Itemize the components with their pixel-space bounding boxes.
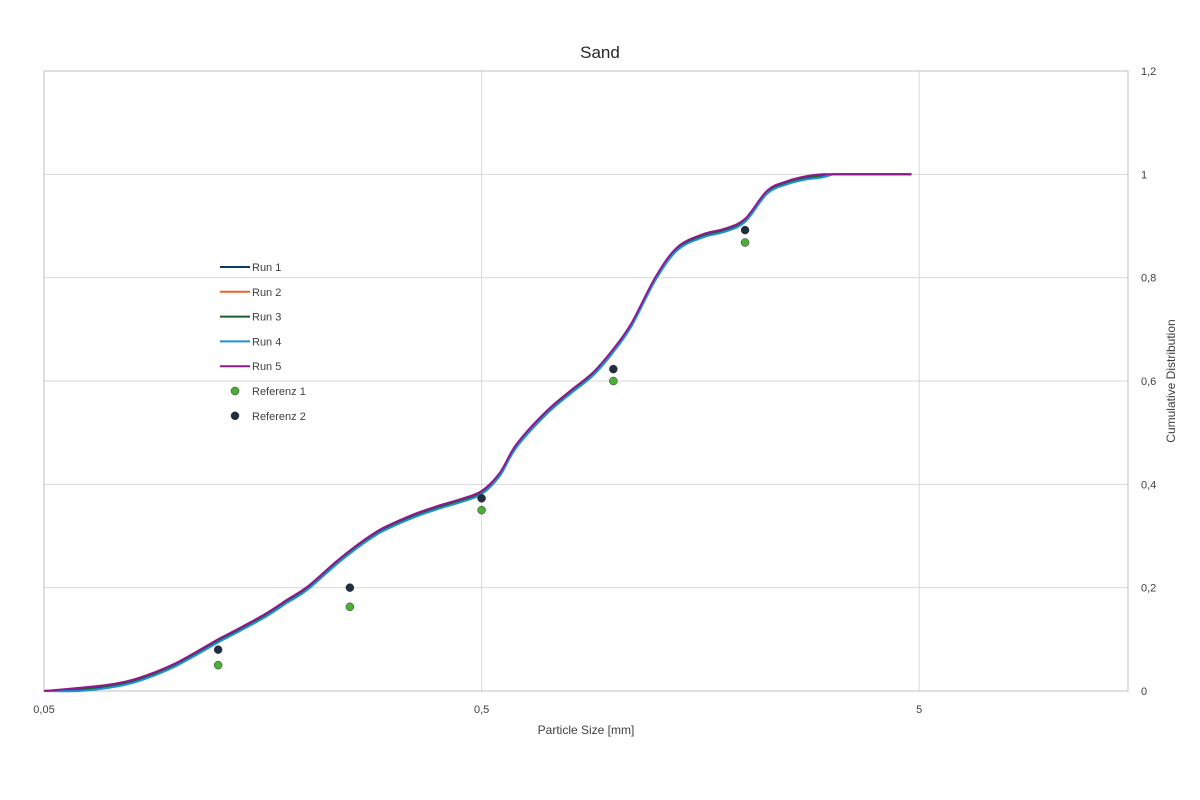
x-axis-label: Particle Size [mm] [538,723,635,737]
chart-title: Sand [580,43,620,62]
legend-item: Run 1 [220,262,281,274]
series-group [43,173,912,693]
legend-label: Run 4 [252,336,281,348]
x-tick-labels: 0,05 0,5 5 [33,704,922,716]
series-line-run-1 [43,173,912,692]
scatter-point-referenz-2 [477,494,486,503]
scatter-point-referenz-1 [345,602,355,612]
legend-label: Run 5 [252,361,281,373]
legend-item: Referenz 1 [230,386,306,398]
scatter-point-referenz-1 [213,660,223,670]
x-tick-label: 0,5 [474,704,489,716]
legend-item: Run 5 [220,361,281,373]
legend-item: Run 4 [220,336,281,348]
scatter-group [213,225,750,670]
legend-swatch-marker [230,386,240,396]
scatter-point-referenz-1 [740,238,750,247]
x-tick-label: 5 [916,704,922,716]
plot-frame [43,70,1129,692]
y-tick-label: 0,8 [1141,273,1156,285]
y-tick-labels: 0 0,2 0,4 0,6 0,8 1 1,2 [1141,66,1156,698]
scatter-point-referenz-2 [345,583,355,592]
y-tick-label: 1,2 [1141,66,1156,78]
x-tick-label: 0,05 [33,704,54,716]
series-line-run-3 [43,173,912,692]
scatter-point-referenz-2 [740,225,750,235]
legend-item: Run 3 [220,312,281,324]
y-tick-label: 0,4 [1141,479,1156,491]
legend-label: Run 3 [252,312,281,324]
legend-item: Referenz 2 [230,411,306,423]
legend-label: Run 1 [252,262,281,274]
scatter-point-referenz-2 [609,364,618,374]
series-line-run-2 [43,173,912,692]
legend-label: Run 2 [252,287,281,299]
scatter-point-referenz-1 [477,505,486,515]
legend-label: Referenz 2 [252,411,306,423]
y-tick-label: 1 [1141,169,1147,181]
series-line-run-4 [43,173,912,693]
series-line-run-5 [43,173,912,692]
legend: Run 1 Run 2 Run 3 Run 4 Run 5 Referenz 1 Refer… [220,262,306,423]
scatter-point-referenz-2 [213,645,223,654]
y-tick-label: 0 [1141,686,1147,698]
legend-item: Run 2 [220,287,281,299]
legend-label: Referenz 1 [252,386,306,398]
y-tick-label: 0,2 [1141,583,1156,595]
y-axis-label: Cumulative Distribution [1164,319,1178,442]
legend-swatch-marker [230,411,240,421]
y-tick-label: 0,6 [1141,376,1156,388]
scatter-point-referenz-1 [609,376,618,386]
